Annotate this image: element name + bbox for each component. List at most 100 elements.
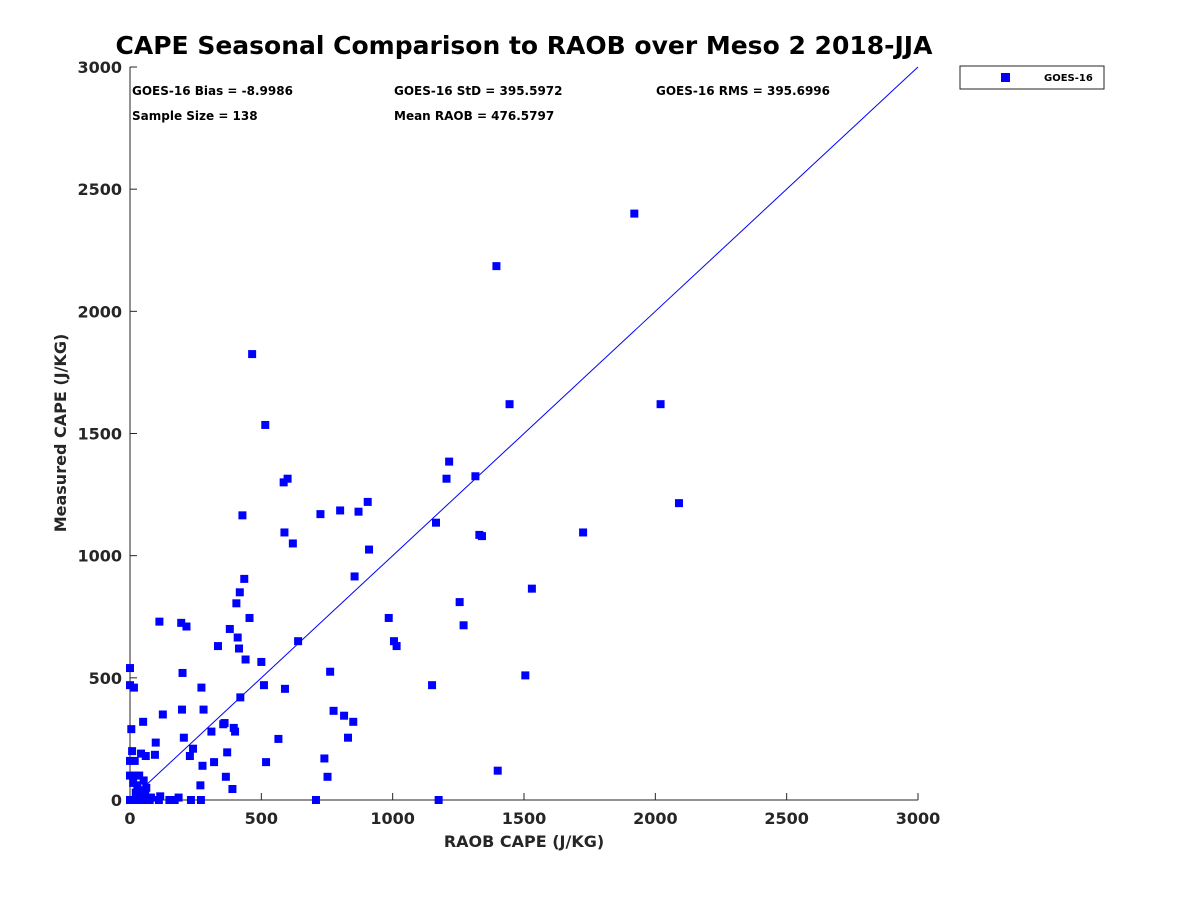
data-point: [294, 637, 303, 646]
data-point: [213, 642, 222, 651]
data-point: [128, 747, 137, 756]
x-tick-label: 1000: [370, 809, 415, 828]
data-point: [233, 633, 242, 642]
data-point: [493, 766, 502, 775]
data-point: [354, 507, 363, 516]
data-point: [150, 750, 159, 759]
data-point: [185, 752, 194, 761]
x-tick-label: 1500: [502, 809, 547, 828]
data-point: [225, 624, 234, 633]
data-point: [241, 655, 250, 664]
stat-sample-size: Sample Size = 138: [132, 109, 258, 123]
data-point: [630, 209, 639, 218]
data-point: [139, 717, 148, 726]
data-point: [189, 744, 198, 753]
data-point: [142, 783, 151, 792]
x-tick-label: 2000: [633, 809, 678, 828]
data-point: [235, 588, 244, 597]
x-tick-label: 0: [124, 809, 135, 828]
data-point: [151, 738, 160, 747]
data-point: [126, 756, 134, 765]
data-point: [126, 771, 134, 780]
data-point: [235, 644, 244, 653]
legend-label: GOES-16: [1044, 73, 1093, 84]
data-point: [238, 511, 247, 520]
y-tick-label: 500: [89, 669, 122, 688]
data-point: [137, 749, 146, 758]
data-point: [389, 637, 398, 646]
data-point: [147, 793, 156, 802]
data-point: [139, 776, 148, 785]
data-point: [179, 733, 188, 742]
y-tick-label: 3000: [77, 58, 122, 77]
x-axis-label: RAOB CAPE (J/KG): [444, 832, 604, 851]
data-point: [384, 613, 393, 622]
data-point: [178, 668, 187, 677]
data-point: [311, 796, 320, 804]
x-tick-label: 2500: [764, 809, 809, 828]
y-axis-ticks: 0 500 1000 1500 2000 2500 3000: [77, 58, 137, 810]
data-point: [177, 618, 186, 627]
data-point: [126, 664, 134, 673]
data-point: [280, 528, 289, 537]
x-tick-label: 500: [245, 809, 278, 828]
data-point: [283, 474, 292, 483]
data-point: [207, 727, 216, 736]
x-axis-ticks: 0 500 1000 1500 2000 2500 3000: [124, 793, 940, 828]
data-point: [656, 400, 665, 409]
data-point: [432, 518, 441, 527]
data-point: [198, 761, 207, 770]
data-point: [131, 788, 140, 797]
data-point: [363, 497, 372, 506]
stat-bias: GOES-16 Bias = -8.9986: [132, 84, 293, 98]
data-point: [155, 617, 164, 626]
data-point: [261, 420, 270, 429]
data-point: [231, 727, 240, 736]
data-point: [442, 474, 451, 483]
chart-title: CAPE Seasonal Comparison to RAOB over Me…: [116, 31, 934, 60]
data-point: [477, 532, 486, 541]
data-point: [326, 667, 335, 676]
data-point: [129, 683, 138, 692]
data-point: [182, 622, 191, 631]
data-point: [127, 725, 136, 734]
data-point: [329, 706, 338, 715]
data-point: [445, 457, 454, 466]
data-point: [459, 621, 468, 630]
data-point: [455, 598, 464, 607]
data-point: [365, 545, 374, 554]
data-point: [579, 528, 588, 537]
legend-box: [959, 65, 1105, 90]
data-point: [135, 771, 144, 780]
y-tick-label: 2500: [77, 180, 122, 199]
stat-mean-raob: Mean RAOB = 476.5797: [394, 109, 554, 123]
data-point: [288, 539, 297, 548]
data-point: [240, 574, 249, 583]
data-point: [316, 510, 325, 519]
data-point: [257, 657, 266, 666]
data-point: [248, 350, 257, 359]
data-point: [262, 758, 271, 767]
data-point: [210, 758, 219, 767]
data-point: [221, 772, 230, 781]
y-tick-label: 1500: [77, 425, 122, 444]
data-point: [228, 785, 237, 794]
data-point: [527, 584, 536, 593]
data-point: [136, 786, 145, 795]
data-point: [471, 472, 480, 481]
x-tick-label: 3000: [896, 809, 941, 828]
data-point: [197, 683, 206, 692]
legend-marker: [1001, 73, 1010, 82]
one-to-one-line: [129, 66, 919, 801]
data-point: [350, 572, 359, 581]
data-point: [236, 693, 245, 702]
data-point: [223, 748, 232, 757]
data-point: [186, 796, 195, 804]
data-point: [492, 262, 501, 271]
data-point: [428, 681, 437, 690]
data-point: [320, 754, 329, 763]
data-point: [344, 733, 353, 742]
data-point: [133, 781, 142, 790]
data-point: [220, 719, 229, 728]
